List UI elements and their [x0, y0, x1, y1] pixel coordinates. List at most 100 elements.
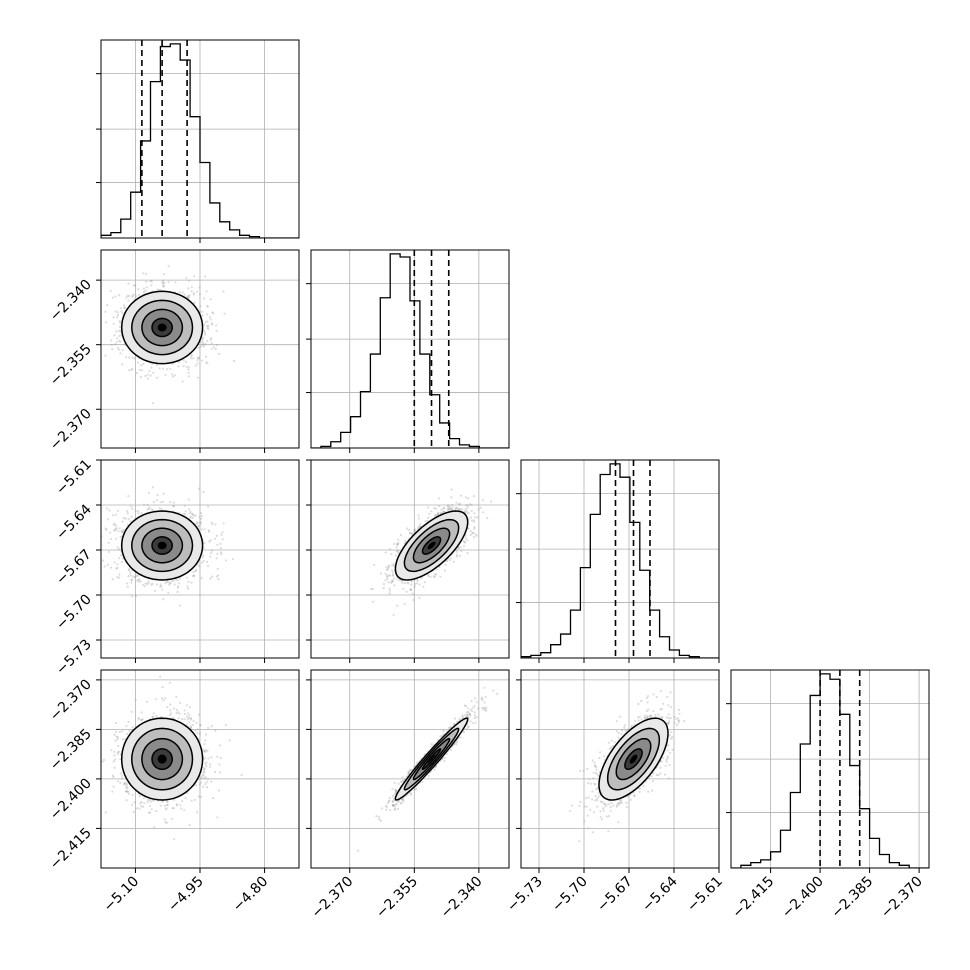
sample-point [139, 580, 142, 583]
sample-point [448, 559, 451, 562]
sample-point [209, 338, 212, 341]
sample-point [220, 533, 223, 537]
sample-point [169, 709, 172, 712]
sample-point [417, 526, 420, 529]
sample-point [143, 585, 146, 588]
contour-level-4 [120, 510, 204, 581]
sample-point [134, 510, 138, 513]
sample-point [201, 359, 204, 362]
sample-point [159, 583, 162, 586]
sample-point [136, 575, 139, 578]
sample-point [154, 589, 157, 592]
sample-point [384, 551, 387, 554]
scatter-panel-1-0: −2.370−2.355−2.340 [47, 249, 300, 454]
sample-point [190, 353, 193, 356]
sample-point [113, 766, 116, 769]
sample-point [135, 371, 139, 375]
sample-point [102, 559, 105, 562]
sample-point [196, 522, 199, 525]
sample-point [161, 282, 165, 285]
sample-point [113, 754, 116, 757]
sample-point [432, 575, 435, 578]
sample-point [198, 293, 202, 296]
sample-point [185, 360, 188, 364]
sample-point [152, 501, 155, 504]
sample-point [188, 824, 191, 827]
sample-point [390, 553, 393, 556]
contour-level-1 [421, 536, 442, 555]
sample-point [208, 530, 211, 533]
sample-point [183, 293, 186, 296]
sample-point [476, 516, 479, 519]
sample-point [210, 552, 213, 555]
sample-point [171, 505, 175, 508]
sample-point [164, 373, 167, 376]
sample-point [119, 352, 122, 355]
sample-point [455, 555, 458, 558]
sample-point [187, 366, 190, 369]
sample-point [122, 528, 125, 532]
sample-point [454, 507, 457, 510]
sample-point [127, 282, 130, 285]
sample-point [472, 520, 475, 523]
sample-point [190, 799, 193, 802]
sample-point [155, 363, 158, 367]
sample-point [127, 575, 130, 578]
sample-point [201, 556, 204, 559]
sample-point [142, 363, 145, 366]
sample-point [128, 569, 131, 572]
sample-point [176, 590, 179, 594]
sample-point [133, 575, 136, 578]
sample-point [216, 567, 219, 571]
sample-point [214, 537, 217, 540]
sample-point [203, 766, 206, 769]
sample-point [223, 312, 226, 315]
sample-point [392, 573, 395, 576]
sample-point [470, 509, 473, 512]
sample-point [121, 520, 124, 523]
sample-point [372, 600, 375, 603]
sample-point [434, 514, 437, 517]
sample-point [202, 785, 205, 788]
sample-point [212, 312, 215, 315]
sample-point [111, 347, 114, 351]
sample-point [409, 588, 413, 591]
sample-point [151, 582, 154, 585]
sample-point [161, 500, 164, 503]
sample-point [410, 532, 413, 535]
sample-point [418, 525, 421, 529]
sample-point [466, 539, 469, 542]
contour-level-3 [131, 518, 194, 573]
sample-point [207, 529, 210, 532]
sample-point [146, 503, 149, 506]
sample-point [448, 508, 452, 511]
sample-point [490, 500, 493, 503]
sample-point [105, 528, 108, 531]
sample-point [206, 362, 209, 365]
sample-point [450, 503, 454, 507]
sample-point [439, 511, 442, 514]
sample-point [183, 504, 186, 507]
sample-point [199, 521, 202, 524]
sample-point [385, 574, 388, 577]
sample-point [467, 511, 470, 514]
sample-point [118, 339, 121, 342]
sample-point [149, 374, 152, 377]
sample-point [127, 517, 130, 521]
sample-point [441, 510, 445, 513]
sample-point [459, 502, 462, 505]
sample-point [436, 513, 439, 516]
y-tick-label: −2.340 [47, 277, 95, 325]
sample-point [446, 505, 449, 508]
sample-point [120, 774, 123, 778]
y-tick-label: −5.61 [53, 457, 95, 499]
sample-point [135, 574, 138, 577]
sample-point [387, 581, 390, 584]
sample-point [150, 508, 153, 511]
sample-point [206, 304, 209, 307]
sample-point [112, 322, 115, 325]
sample-point [465, 504, 468, 507]
sample-point [207, 324, 210, 327]
sample-point [146, 508, 149, 511]
